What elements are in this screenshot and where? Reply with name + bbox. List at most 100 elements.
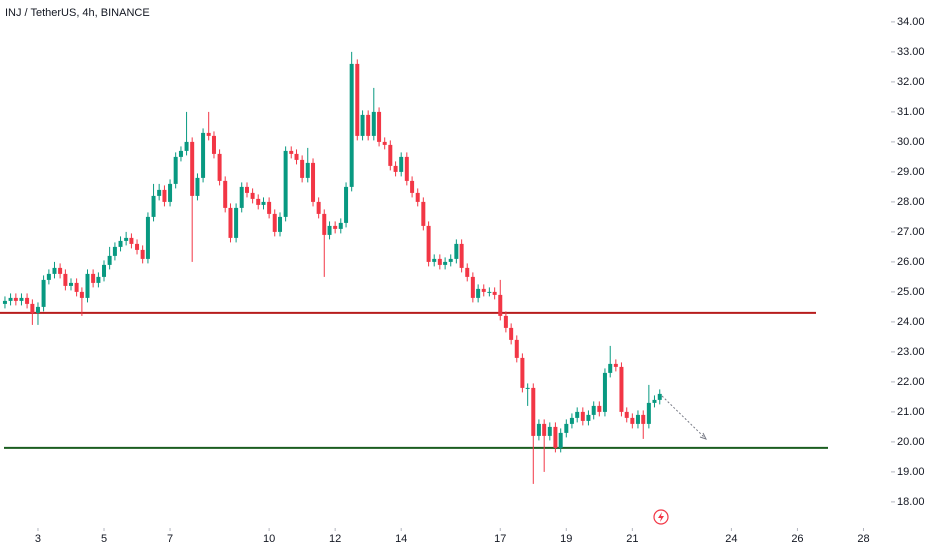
event-icon[interactable] (653, 509, 669, 525)
candle-body (217, 153, 222, 181)
candle-body (305, 162, 310, 178)
candle-body (74, 282, 79, 292)
y-tick-label: 21.00 (897, 406, 925, 418)
candle-body (58, 267, 63, 274)
x-tick-label: 3 (35, 533, 41, 545)
candle-body (118, 240, 123, 247)
x-tick-label: 10 (263, 533, 275, 545)
y-tick-label: 22.00 (897, 376, 925, 388)
candle-body (261, 201, 266, 205)
candle-body (377, 111, 382, 142)
candle-body (79, 291, 84, 298)
x-tick-label: 14 (395, 533, 407, 545)
candle-body (366, 114, 371, 136)
candle-body (630, 417, 635, 424)
candle-body (250, 192, 255, 199)
candle-body (107, 255, 112, 265)
candle-body (112, 246, 117, 256)
candle-body (520, 357, 525, 388)
candle-body (542, 423, 547, 436)
candle-body (278, 216, 283, 232)
candle-body (602, 372, 607, 412)
x-tick-label: 21 (626, 533, 638, 545)
candle-body (140, 249, 145, 259)
candle-body (195, 177, 200, 196)
candle-body (531, 387, 536, 436)
candle-body (547, 426, 552, 436)
candle-body (129, 237, 134, 244)
candle-body (206, 132, 211, 136)
candle-body (267, 201, 272, 214)
candle-body (234, 207, 239, 238)
candle-body (575, 411, 580, 418)
candle-body (498, 294, 503, 316)
candle-body (591, 405, 596, 415)
candle-body (294, 153, 299, 160)
candle-body (360, 114, 365, 136)
candle-body (476, 288, 481, 298)
candle-body (382, 141, 387, 145)
candle-body (443, 261, 448, 265)
candle-body (41, 279, 46, 307)
candle-body (2, 300, 7, 304)
candle-body (190, 141, 195, 196)
candle-body (564, 423, 569, 433)
candle-body (569, 417, 574, 424)
candle-body (399, 156, 404, 172)
candle-body (162, 189, 167, 202)
candle-body (558, 432, 563, 448)
x-tick-label: 28 (857, 533, 869, 545)
projection-arrow-head (699, 432, 707, 440)
candle-body (421, 201, 426, 226)
x-tick-label: 5 (101, 533, 107, 545)
candle-body (13, 297, 18, 301)
y-tick-label: 28.00 (897, 196, 925, 208)
y-tick-label: 23.00 (897, 346, 925, 358)
y-tick-label: 32.00 (897, 76, 925, 88)
candle-body (283, 150, 288, 217)
candle-body (487, 291, 492, 293)
y-tick-label: 29.00 (897, 166, 925, 178)
candle-body (63, 273, 68, 286)
candle-body (272, 213, 277, 232)
candle-body (322, 213, 327, 235)
y-tick-label: 33.00 (897, 46, 925, 58)
y-tick-label: 18.00 (897, 496, 925, 508)
y-tick-label: 25.00 (897, 286, 925, 298)
candle-body (151, 195, 156, 217)
candle-body (657, 393, 662, 400)
candle-body (228, 207, 233, 238)
candle-body (173, 156, 178, 184)
candle-body (619, 366, 624, 412)
candle-body (371, 111, 376, 136)
candle-body (19, 297, 24, 301)
candle-body (201, 132, 206, 178)
candle-body (652, 399, 657, 403)
candle-body (25, 297, 30, 304)
candle-body (124, 237, 129, 241)
candle-body (586, 414, 591, 421)
candle-body (239, 186, 244, 208)
candle-body (388, 144, 393, 166)
candle-body (223, 180, 228, 208)
x-tick-label: 19 (560, 533, 572, 545)
candle-body (481, 288, 486, 292)
candle-body (503, 315, 508, 328)
candle-body (211, 135, 216, 154)
candle-body (157, 189, 162, 196)
candle-body (30, 303, 35, 313)
candle-body (454, 243, 459, 259)
candle-body (327, 225, 332, 235)
candle-body (85, 273, 90, 298)
candle-body (168, 183, 173, 202)
y-tick-label: 20.00 (897, 436, 925, 448)
candle-body (8, 297, 13, 301)
candle-body (289, 150, 294, 154)
candle-body (613, 363, 618, 367)
candle-body (96, 276, 101, 283)
y-tick-label: 31.00 (897, 106, 925, 118)
candle-body (426, 225, 431, 262)
candle-body (344, 186, 349, 223)
candle-body (333, 225, 338, 229)
x-tick-label: 12 (329, 533, 341, 545)
